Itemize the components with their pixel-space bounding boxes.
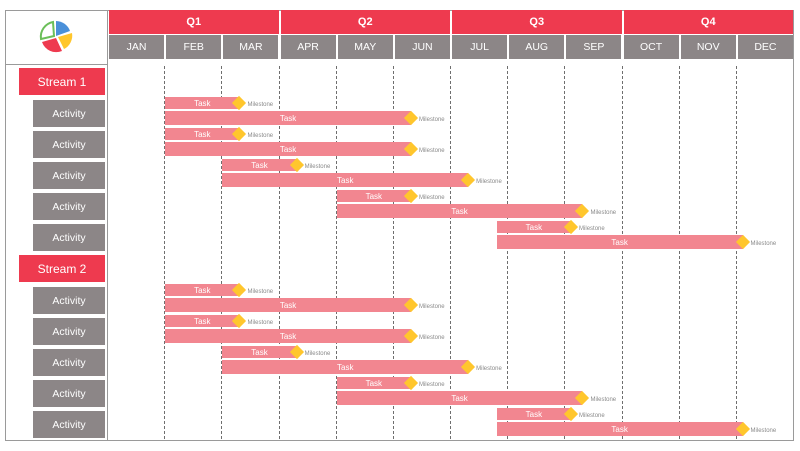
month-gridline (278, 66, 280, 439)
milestone-label: Milestone (247, 320, 274, 326)
quarter-header-q2: Q2 (280, 10, 450, 34)
month-header-jul: JUL (452, 35, 508, 59)
task-bar: Task (496, 408, 572, 420)
month-header-feb: FEB (166, 35, 222, 59)
milestone-label: Milestone (579, 413, 605, 419)
month-header-sep: SEP (566, 35, 622, 59)
month-gridline (164, 66, 166, 439)
activity-label: Activity (33, 100, 105, 127)
activity-label: Activity (33, 287, 105, 314)
month-header-nov: NOV (680, 35, 736, 59)
quarter-header-q1: Q1 (109, 10, 279, 34)
task-bar: Task (222, 173, 469, 187)
task-bar: Task (165, 284, 240, 296)
milestone-label: Milestone (418, 382, 445, 388)
month-header-aug: AUG (509, 35, 565, 59)
month-gridline (507, 66, 509, 439)
month-header-mar: MAR (223, 35, 279, 59)
task-bar: Task (336, 391, 583, 405)
label-column-divider (107, 10, 108, 441)
activity-label: Activity (33, 349, 105, 376)
activity-label: Activity (33, 162, 105, 189)
month-header-may: MAY (337, 35, 393, 59)
month-header-apr: APR (280, 35, 336, 59)
activity-label: Activity (33, 224, 105, 251)
task-bar: Task (165, 142, 411, 156)
milestone-label: Milestone (418, 195, 445, 201)
milestone-label: Milestone (247, 289, 274, 295)
activity-label: Activity (33, 131, 105, 158)
header-divider (5, 64, 108, 65)
milestone-label: Milestone (579, 226, 605, 232)
task-bar: Task (222, 346, 297, 358)
task-bar: Task (165, 111, 411, 125)
milestone-label: Milestone (590, 210, 617, 216)
milestone-label: Milestone (247, 102, 274, 108)
milestone-label: Milestone (418, 117, 445, 123)
milestone-label: Milestone (247, 133, 274, 139)
milestone-label: Milestone (476, 366, 502, 372)
task-bar: Task (496, 235, 743, 249)
task-bar: Task (222, 159, 297, 171)
month-header-jun: JUN (394, 35, 450, 59)
month-header-jan: JAN (109, 35, 165, 59)
milestone-label: Milestone (476, 179, 502, 185)
task-bar: Task (165, 329, 411, 343)
milestone-label: Milestone (418, 148, 445, 154)
month-gridline (678, 66, 680, 439)
task-bar: Task (165, 298, 411, 312)
milestone-label: Milestone (590, 397, 617, 403)
activity-label: Activity (33, 193, 105, 220)
task-bar: Task (336, 377, 411, 389)
stream-label: Stream 2 (19, 255, 105, 282)
milestone-label: Milestone (418, 335, 445, 341)
month-gridline (735, 66, 737, 439)
task-bar: Task (165, 128, 240, 140)
quarter-header-q4: Q4 (623, 10, 793, 34)
month-gridline (564, 66, 566, 439)
milestone-label: Milestone (304, 351, 331, 357)
activity-label: Activity (33, 380, 105, 407)
task-bar: Task (336, 204, 583, 218)
milestone-label: Milestone (418, 304, 445, 310)
task-bar: Task (496, 221, 572, 233)
month-header-oct: OCT (623, 35, 679, 59)
milestone-label: Milestone (750, 241, 777, 247)
month-gridline (392, 66, 394, 439)
pie-logo-icon (39, 20, 73, 53)
task-bar: Task (496, 422, 743, 436)
stream-label: Stream 1 (19, 68, 105, 95)
month-header-dec: DEC (737, 35, 793, 59)
activity-label: Activity (33, 318, 105, 345)
month-gridline (335, 66, 337, 439)
task-bar: Task (336, 190, 411, 202)
milestone-label: Milestone (304, 164, 331, 170)
milestone-label: Milestone (750, 428, 777, 434)
month-gridline (621, 66, 623, 439)
quarter-header-q3: Q3 (452, 10, 622, 34)
month-gridline (450, 66, 451, 439)
task-bar: Task (165, 315, 240, 327)
task-bar: Task (222, 360, 469, 374)
month-gridline (221, 66, 223, 439)
task-bar: Task (165, 97, 240, 109)
activity-label: Activity (33, 411, 105, 438)
